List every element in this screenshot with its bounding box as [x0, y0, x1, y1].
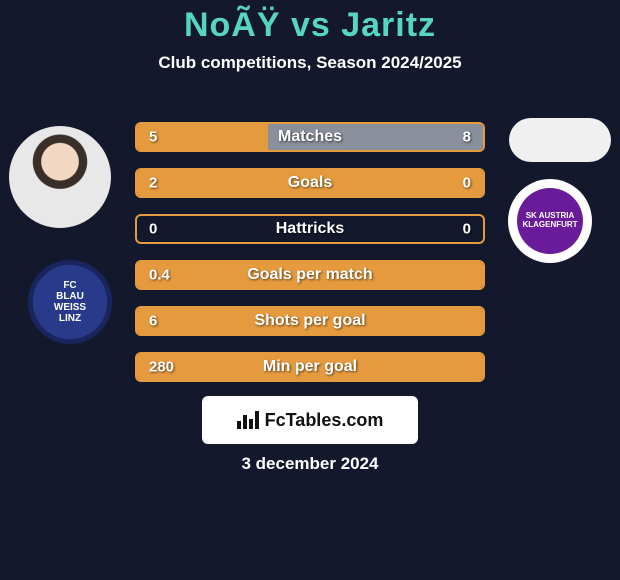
- stat-row-goals: 20Goals: [135, 168, 485, 198]
- stat-label: Hattricks: [137, 220, 483, 238]
- club-logo-left: FC BLAU WEISS LINZ: [28, 260, 112, 344]
- chart-icon: [237, 411, 259, 429]
- player-left-avatar: [9, 126, 111, 228]
- date-text: 3 december 2024: [0, 454, 620, 474]
- club-logo-right: SK AUSTRIA KLAGENFURT: [508, 179, 592, 263]
- stat-row-matches: 58Matches: [135, 122, 485, 152]
- branding-badge: FcTables.com: [202, 396, 418, 444]
- stat-label: Goals: [137, 174, 483, 192]
- page-subtitle: Club competitions, Season 2024/2025: [0, 53, 620, 73]
- stat-row-min-per-goal: 280Min per goal: [135, 352, 485, 382]
- stat-label: Min per goal: [137, 358, 483, 376]
- club-logo-left-label: FC BLAU WEISS LINZ: [54, 280, 86, 324]
- stats-bars: 58Matches 20Goals 00Hattricks 0.4Goals per …: [135, 122, 485, 398]
- player-right-avatar: [509, 118, 611, 162]
- page-title: NoÃŸ vs Jaritz: [0, 0, 620, 45]
- stat-label: Goals per match: [137, 266, 483, 284]
- club-logo-right-label: SK AUSTRIA KLAGENFURT: [521, 212, 579, 230]
- stat-label: Matches: [137, 128, 483, 146]
- stat-row-hattricks: 00Hattricks: [135, 214, 485, 244]
- stat-row-shots-per-goal: 6Shots per goal: [135, 306, 485, 336]
- branding-text: FcTables.com: [265, 410, 384, 431]
- stat-row-goals-per-match: 0.4Goals per match: [135, 260, 485, 290]
- stat-label: Shots per goal: [137, 312, 483, 330]
